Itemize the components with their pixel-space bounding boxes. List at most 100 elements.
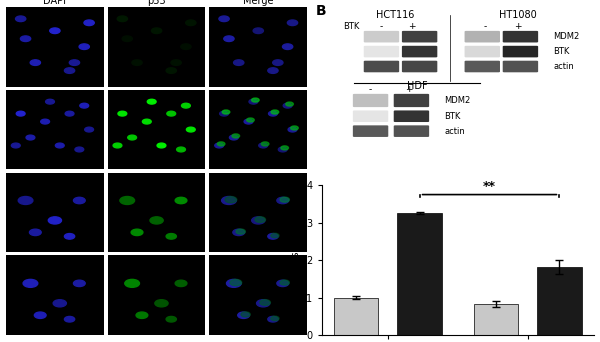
Ellipse shape (65, 111, 74, 116)
Ellipse shape (26, 135, 35, 140)
Ellipse shape (269, 111, 277, 116)
Ellipse shape (219, 16, 229, 22)
Ellipse shape (122, 36, 133, 41)
Ellipse shape (232, 134, 239, 138)
Text: actin: actin (444, 127, 465, 136)
Text: B: B (316, 3, 326, 17)
Ellipse shape (283, 44, 293, 50)
Ellipse shape (229, 135, 238, 140)
Ellipse shape (84, 20, 94, 26)
Ellipse shape (220, 111, 229, 116)
Ellipse shape (176, 147, 185, 152)
Ellipse shape (260, 300, 271, 305)
Ellipse shape (253, 28, 263, 34)
Ellipse shape (166, 316, 176, 322)
Ellipse shape (224, 36, 234, 41)
Ellipse shape (175, 197, 187, 204)
Ellipse shape (79, 44, 89, 50)
Ellipse shape (262, 142, 269, 146)
Ellipse shape (16, 111, 25, 116)
Ellipse shape (53, 300, 67, 307)
Ellipse shape (182, 103, 190, 108)
Ellipse shape (48, 217, 61, 224)
FancyBboxPatch shape (464, 31, 500, 42)
Text: -: - (380, 22, 383, 31)
Ellipse shape (131, 229, 143, 236)
Ellipse shape (268, 234, 278, 239)
Ellipse shape (73, 280, 85, 287)
Ellipse shape (117, 16, 127, 22)
Ellipse shape (132, 60, 142, 65)
Ellipse shape (46, 99, 55, 104)
Ellipse shape (20, 36, 31, 41)
Text: BTK: BTK (343, 22, 359, 31)
Ellipse shape (281, 146, 289, 150)
FancyBboxPatch shape (464, 46, 500, 57)
Ellipse shape (18, 197, 33, 205)
FancyBboxPatch shape (394, 126, 429, 137)
Ellipse shape (290, 126, 298, 130)
Ellipse shape (85, 127, 94, 132)
Ellipse shape (259, 143, 268, 148)
FancyBboxPatch shape (394, 94, 429, 107)
Ellipse shape (268, 68, 278, 74)
Ellipse shape (271, 233, 279, 238)
Ellipse shape (128, 135, 137, 140)
Ellipse shape (113, 143, 122, 148)
Ellipse shape (80, 103, 89, 108)
Text: +: + (514, 22, 521, 31)
Ellipse shape (225, 197, 237, 203)
Ellipse shape (118, 111, 127, 116)
Text: -: - (484, 22, 487, 31)
FancyBboxPatch shape (364, 31, 399, 42)
FancyBboxPatch shape (353, 110, 388, 122)
FancyBboxPatch shape (402, 61, 437, 72)
Ellipse shape (125, 279, 139, 287)
Text: +: + (407, 22, 415, 31)
Ellipse shape (280, 197, 289, 202)
Ellipse shape (30, 60, 40, 65)
Ellipse shape (73, 197, 85, 204)
Bar (537, 267, 581, 335)
Ellipse shape (64, 234, 74, 239)
FancyBboxPatch shape (353, 126, 388, 137)
Ellipse shape (166, 234, 176, 239)
Ellipse shape (277, 197, 289, 204)
Text: **: ** (483, 180, 496, 193)
Ellipse shape (227, 279, 241, 287)
Ellipse shape (222, 110, 230, 114)
Ellipse shape (23, 279, 38, 287)
Text: BTK: BTK (553, 47, 569, 56)
FancyBboxPatch shape (353, 94, 388, 107)
Ellipse shape (166, 68, 176, 74)
Ellipse shape (181, 44, 191, 50)
FancyBboxPatch shape (464, 61, 500, 72)
Title: Merge: Merge (243, 0, 274, 6)
Ellipse shape (283, 103, 292, 108)
Ellipse shape (233, 60, 244, 65)
Ellipse shape (142, 119, 151, 124)
Ellipse shape (64, 68, 74, 74)
Ellipse shape (278, 147, 287, 152)
Text: -: - (369, 85, 372, 94)
Ellipse shape (249, 99, 258, 104)
Ellipse shape (75, 147, 84, 152)
Ellipse shape (55, 143, 64, 148)
Text: actin: actin (553, 62, 574, 71)
FancyBboxPatch shape (364, 61, 399, 72)
Ellipse shape (50, 28, 60, 34)
Ellipse shape (273, 60, 283, 65)
Ellipse shape (217, 142, 225, 146)
Ellipse shape (241, 312, 250, 317)
Ellipse shape (147, 99, 156, 104)
Ellipse shape (175, 280, 187, 287)
Title: DAPI: DAPI (43, 0, 67, 6)
Text: BTK: BTK (444, 112, 461, 121)
FancyBboxPatch shape (503, 61, 538, 72)
FancyBboxPatch shape (394, 110, 429, 122)
Ellipse shape (187, 127, 195, 132)
FancyBboxPatch shape (364, 46, 399, 57)
Bar (473, 304, 518, 335)
Ellipse shape (64, 316, 74, 322)
Ellipse shape (244, 119, 253, 124)
